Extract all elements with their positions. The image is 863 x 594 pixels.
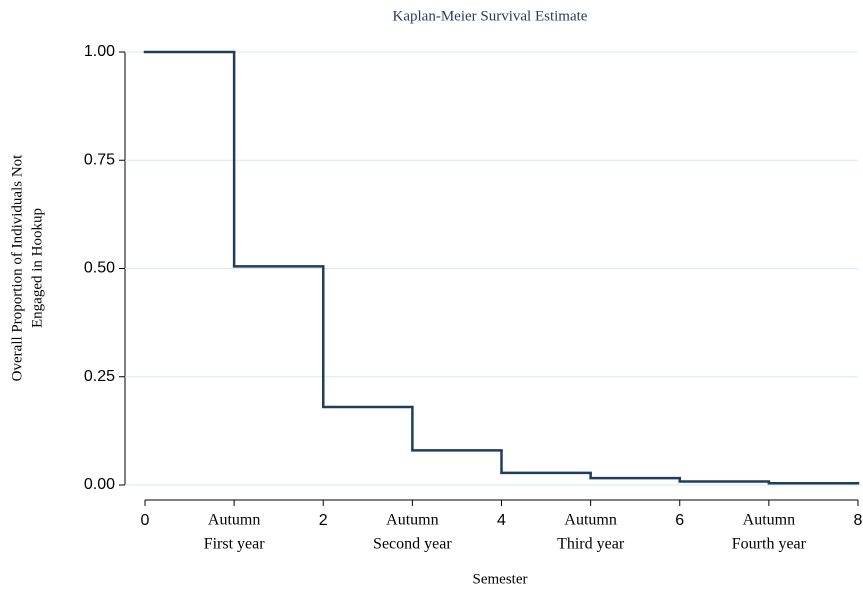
x-tick-label: Autumn xyxy=(208,512,260,529)
x-tick-label: Autumn xyxy=(743,512,795,529)
x-tick-label: 8 xyxy=(854,512,863,529)
x-tick-label: Autumn xyxy=(564,512,616,529)
x-tick-label: 6 xyxy=(675,512,684,529)
y-tick-label: 0.00 xyxy=(84,476,115,493)
y-tick-label: 1.00 xyxy=(84,43,115,60)
chart-title: Kaplan-Meier Survival Estimate xyxy=(393,8,588,24)
y-tick-label: 0.50 xyxy=(84,260,115,277)
x-tick-label: First year xyxy=(204,536,266,553)
x-tick-label: 4 xyxy=(497,512,506,529)
x-tick-label: 2 xyxy=(319,512,328,529)
y-tick-label: 0.25 xyxy=(84,368,115,385)
x-tick-label: Fourth year xyxy=(732,536,807,553)
y-tick-label: 0.75 xyxy=(84,151,115,168)
y-axis-label: Engaged in Hookup xyxy=(29,208,45,328)
y-axis-label: Overall Proportion of Individuals Not xyxy=(9,154,25,381)
x-tick-label: Autumn xyxy=(386,512,438,529)
x-tick-label: Second year xyxy=(373,536,452,553)
x-tick-label: Third year xyxy=(557,536,625,553)
x-axis-label: Semester xyxy=(473,571,528,587)
x-tick-label: 0 xyxy=(141,512,150,529)
